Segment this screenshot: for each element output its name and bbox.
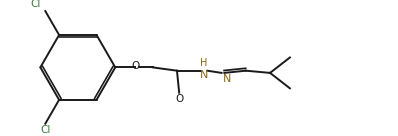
Text: O: O [175, 94, 183, 104]
Text: N: N [223, 74, 231, 84]
Text: H: H [200, 58, 208, 68]
Text: O: O [131, 61, 140, 71]
Text: Cl: Cl [40, 125, 51, 135]
Text: N: N [200, 70, 208, 80]
Text: Cl: Cl [31, 0, 41, 9]
